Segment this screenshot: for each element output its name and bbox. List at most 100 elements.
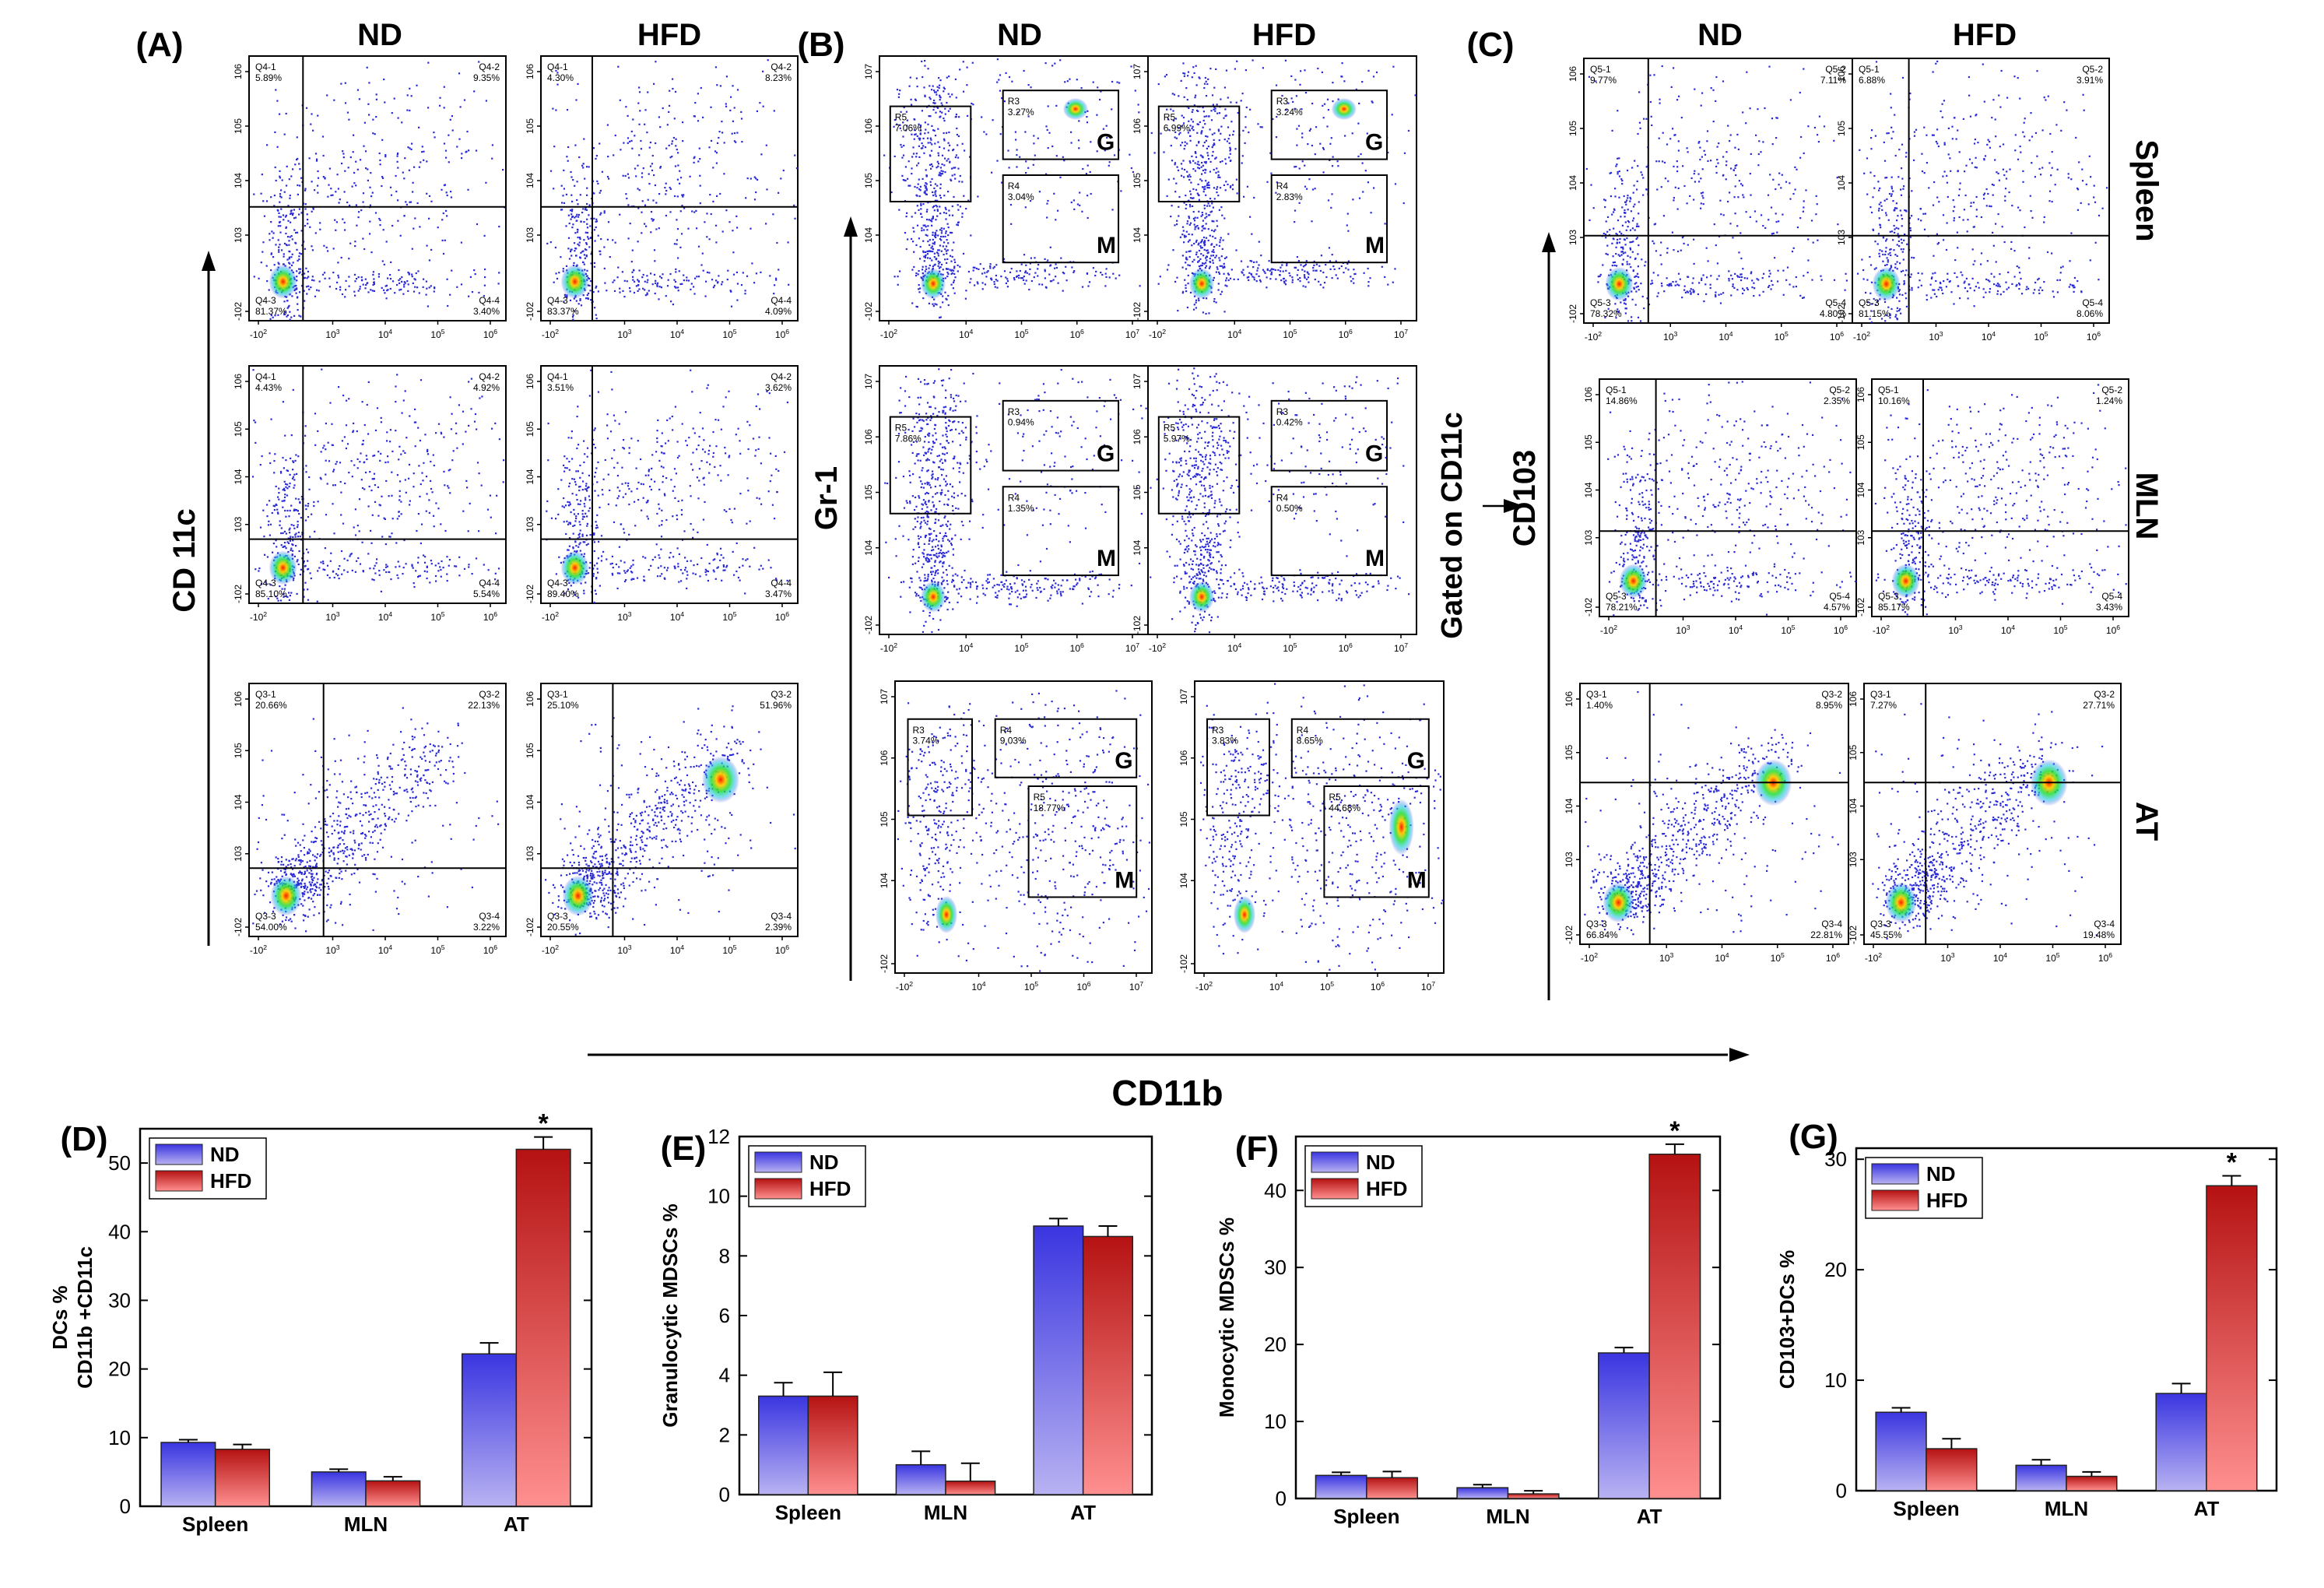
event-dot [671,821,672,823]
event-dot [658,775,659,776]
event-dot [680,210,682,212]
event-dot [659,286,661,287]
event-dot [662,847,663,848]
event-dot [307,560,308,562]
event-dot [774,284,775,286]
y-tick-label: 105 [233,118,244,134]
event-dot [676,473,677,474]
event-dot [578,862,580,863]
event-dot [320,827,321,829]
event-dot [385,543,387,545]
event-dot [720,85,721,86]
event-dot [598,861,599,863]
event-dot [594,266,595,268]
event-dot [1020,270,1021,272]
event-dot [288,543,290,544]
event-dot [298,872,300,873]
event-dot [630,845,631,846]
event-dot [339,825,341,827]
event-dot [412,248,413,250]
event-dot [390,187,391,188]
event-dot [423,279,424,280]
event-dot [286,510,288,511]
event-dot [294,838,296,840]
event-dot [327,250,328,251]
event-dot [314,413,316,414]
event-dot [679,553,680,555]
event-dot [402,859,403,860]
event-dot [259,877,261,879]
event-dot [578,490,580,491]
event-dot [406,280,408,282]
event-dot [901,157,903,159]
event-dot [610,873,612,875]
event-dot [947,273,949,275]
event-dot [650,231,651,233]
event-dot [1006,283,1007,284]
event-dot [621,764,623,766]
event-dot [374,811,375,813]
event-dot [660,549,662,550]
event-dot [569,546,570,547]
event-dot [631,261,633,262]
event-dot [634,135,635,136]
event-dot [311,113,312,114]
event-dot [655,775,657,777]
event-dot [365,835,367,837]
event-dot [674,243,676,244]
event-dot [553,282,555,283]
event-dot [415,840,416,841]
event-dot [499,438,500,440]
event-dot [453,450,455,451]
event-dot [742,741,744,743]
event-dot [309,157,311,159]
event-dot [548,892,549,894]
event-dot [929,85,930,86]
event-dot [452,766,454,768]
event-dot [617,475,619,476]
event-dot [461,153,462,154]
event-dot [563,865,564,866]
event-dot [603,246,605,248]
event-dot [308,803,310,804]
event-dot [721,283,722,285]
event-dot [934,303,936,304]
event-dot [594,550,595,552]
event-dot [358,216,360,218]
event-dot [336,820,338,821]
event-dot [616,504,617,506]
event-dot [577,546,579,548]
event-dot [641,835,643,837]
event-dot [565,225,567,227]
event-dot [658,504,659,505]
event-dot [704,798,706,799]
x-tick-label: 104 [378,610,392,623]
event-dot [412,182,414,184]
event-dot [599,585,601,587]
x-tick-label: 105 [430,610,444,623]
event-dot [713,755,714,757]
event-dot [672,140,673,142]
event-dot [944,258,946,260]
event-dot [565,504,567,506]
event-dot [961,181,963,183]
event-dot [272,317,274,318]
event-dot [616,829,618,831]
event-dot [319,222,321,223]
event-dot [675,841,676,842]
event-dot [271,750,272,751]
event-dot [281,813,283,815]
event-dot [311,898,312,900]
event-dot [982,288,984,290]
event-dot [321,451,322,452]
event-dot [662,476,664,477]
event-dot [286,469,288,471]
event-dot [291,921,293,922]
event-dot [691,831,693,832]
event-dot [285,233,286,234]
event-dot [946,77,948,79]
event-dot [684,752,686,754]
event-dot [378,276,380,277]
event-dot [593,845,595,847]
event-dot [429,195,430,197]
